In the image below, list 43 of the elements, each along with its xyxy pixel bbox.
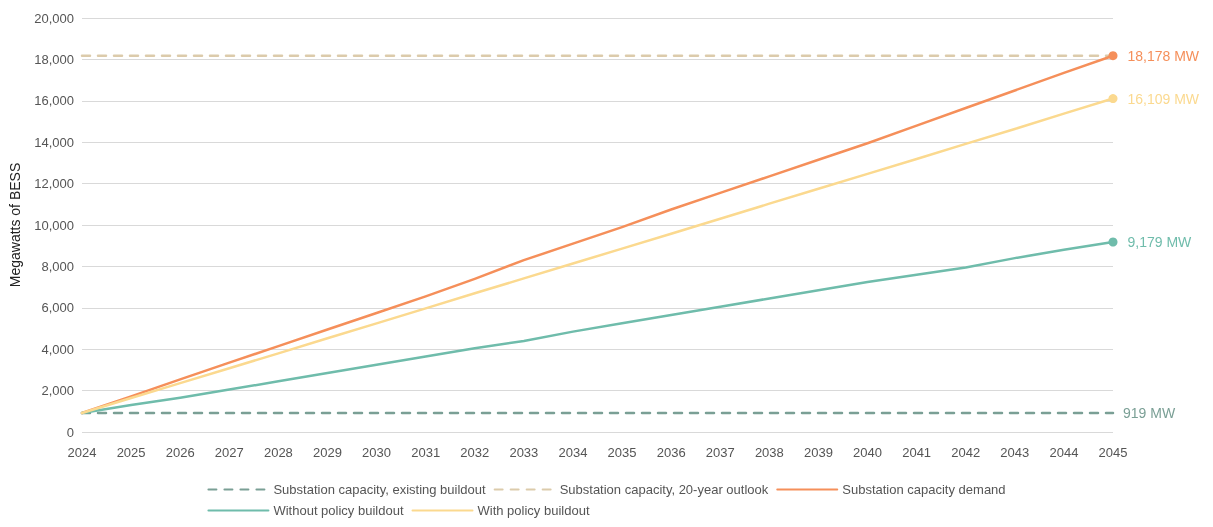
x-tick-label: 2033	[509, 445, 539, 460]
x-tick-label: 2030	[362, 445, 392, 460]
legend-label: Substation capacity demand	[842, 482, 1006, 497]
x-tick-label: 2027	[214, 445, 244, 460]
x-tick-label: 2034	[558, 445, 588, 460]
x-tick-label: 2024	[67, 445, 97, 460]
x-tick-label: 2040	[853, 445, 882, 460]
y-tick-label: 8,000	[41, 258, 74, 274]
data-label: 9,179 MW	[1127, 233, 1193, 250]
y-tick-label: 16,000	[34, 93, 74, 109]
x-tick-label: 2037	[705, 445, 735, 460]
data-label: 16,109 MW	[1127, 90, 1200, 107]
y-tick-label: 14,000	[34, 134, 74, 150]
x-tick-label: 2025	[116, 445, 146, 460]
data-label: 919 MW	[1123, 404, 1176, 421]
legend-label: Substation capacity, existing buildout	[273, 482, 487, 497]
y-tick-label: 10,000	[34, 217, 74, 233]
x-tick-label: 2032	[460, 445, 490, 460]
x-tick-label: 2026	[165, 445, 195, 460]
x-tick-label: 2028	[263, 445, 293, 460]
y-tick-label: 0	[66, 424, 74, 440]
x-tick-label: 2038	[754, 445, 784, 460]
y-tick-label: 18,000	[34, 51, 74, 67]
data-label: 18,178 MW	[1127, 47, 1200, 64]
x-tick-label: 2029	[313, 445, 342, 460]
y-tick-label: 6,000	[41, 300, 74, 316]
y-tick-label: 12,000	[34, 176, 74, 192]
legend-label: Substation capacity, 20-year outlook	[559, 482, 769, 497]
x-tick-label: 2044	[1049, 445, 1079, 460]
legend-label: With policy buildout	[477, 503, 590, 518]
x-tick-label: 2043	[1000, 445, 1030, 460]
x-tick-label: 2036	[656, 445, 686, 460]
y-tick-label: 2,000	[41, 383, 74, 399]
y-tick-label: 20,000	[34, 10, 74, 26]
x-tick-label: 2031	[411, 445, 441, 460]
x-tick-label: 2042	[951, 445, 981, 460]
y-tick-label: 4,000	[41, 341, 74, 357]
y-axis-title: Megawatts of BESS	[7, 162, 23, 288]
x-tick-label: 2039	[803, 445, 833, 460]
x-tick-label: 2035	[607, 445, 637, 460]
x-tick-label: 2045	[1098, 445, 1128, 460]
legend-label: Without policy buildout	[273, 503, 404, 518]
x-tick-label: 2041	[902, 445, 932, 460]
